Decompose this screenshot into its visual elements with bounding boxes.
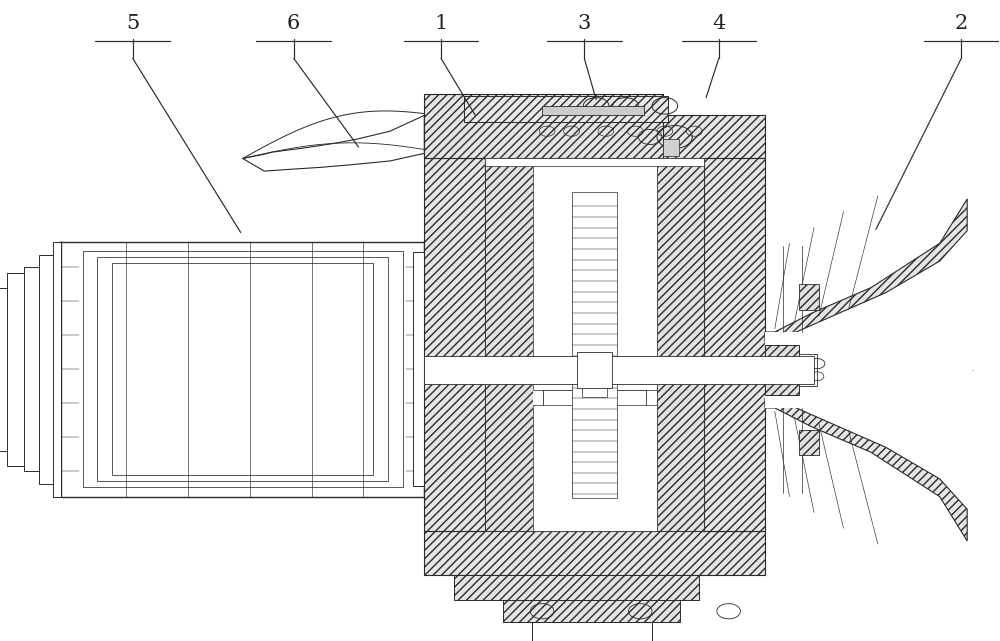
Polygon shape — [765, 399, 967, 541]
Bar — [543, 248, 646, 390]
Bar — [704, 158, 765, 531]
Bar — [572, 192, 617, 498]
Bar — [424, 531, 765, 574]
Bar — [24, 267, 39, 471]
Bar — [533, 404, 657, 531]
Bar — [39, 254, 53, 484]
Bar — [424, 356, 814, 384]
Bar — [112, 263, 373, 475]
Bar — [663, 140, 679, 156]
Bar — [532, 622, 652, 641]
Bar — [424, 94, 663, 158]
Bar — [799, 354, 817, 386]
Text: 1: 1 — [434, 14, 448, 33]
Bar — [765, 332, 971, 408]
Text: 4: 4 — [712, 14, 725, 33]
Bar — [7, 272, 24, 466]
Bar — [61, 242, 424, 497]
Bar — [485, 158, 704, 531]
Bar — [657, 158, 704, 531]
Bar — [424, 158, 485, 531]
Bar — [543, 390, 646, 531]
Bar — [83, 251, 403, 487]
Bar — [765, 345, 799, 395]
Bar — [577, 353, 612, 388]
Bar — [464, 96, 668, 122]
Text: 6: 6 — [287, 14, 300, 33]
Bar — [533, 158, 657, 390]
Bar — [424, 115, 765, 158]
Bar — [53, 242, 61, 497]
Bar — [0, 288, 7, 451]
Bar — [413, 252, 424, 487]
Bar — [454, 574, 699, 600]
Polygon shape — [243, 115, 424, 171]
Polygon shape — [765, 199, 967, 342]
Text: 3: 3 — [578, 14, 591, 33]
Bar — [485, 158, 533, 531]
Bar — [533, 158, 657, 531]
Bar — [503, 600, 680, 622]
Bar — [799, 285, 819, 310]
Text: 5: 5 — [126, 14, 139, 33]
Bar — [582, 388, 607, 397]
Bar — [799, 430, 819, 456]
Bar — [542, 106, 644, 115]
Text: 2: 2 — [955, 14, 968, 33]
Bar — [485, 158, 704, 166]
Bar — [97, 257, 388, 481]
